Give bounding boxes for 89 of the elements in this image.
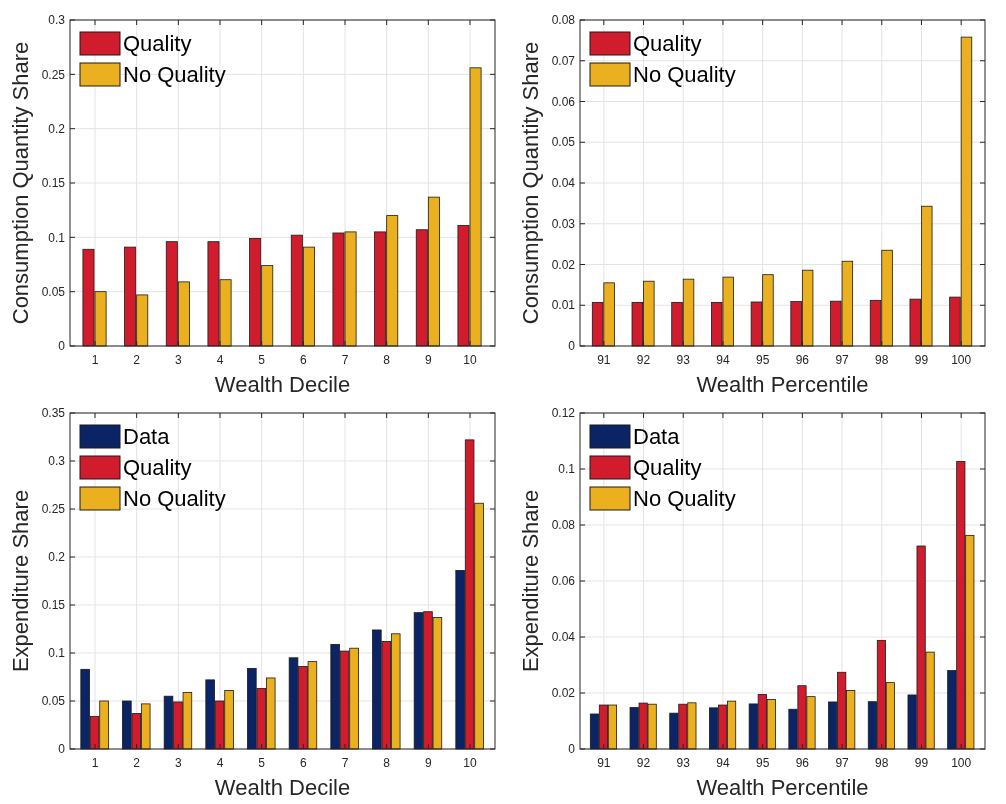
x-tick-label: 96 [795,353,810,367]
y-axis-title: Consumption Quantity Share [518,41,543,325]
legend-label: Data [633,424,681,449]
x-tick-label: 2 [133,353,141,367]
y-tick-label: 0.05 [41,284,66,299]
x-tick-label: 8 [383,756,391,770]
y-axis-title: Consumption Quantity Share [8,41,33,325]
y-tick-label: 0 [568,339,576,354]
x-tick-label: 10 [463,353,477,367]
legend-label: No Quality [633,486,736,511]
x-tick-label: 96 [795,756,810,770]
x-tick-label: 99 [914,353,929,367]
x-tick-label: 8 [383,353,391,367]
x-tick-label: 92 [636,756,651,770]
y-tick-label: 0.04 [551,630,576,645]
legend-label: Quality [123,31,192,56]
y-tick-label: 0.3 [48,454,66,469]
legend-label: Data [123,424,171,449]
x-tick-label: 91 [597,756,611,770]
y-tick-label: 0.25 [41,67,66,82]
x-tick-label: 93 [676,353,691,367]
y-tick-label: 0.03 [551,216,576,231]
x-axis-title: Wealth Percentile [696,372,869,397]
x-tick-label: 98 [875,756,889,770]
x-tick-label: 6 [299,353,307,367]
y-tick-label: 0.12 [551,406,576,421]
y-tick-label: 0.02 [551,257,576,272]
x-tick-label: 100 [951,353,972,367]
x-tick-label: 5 [258,756,266,770]
legend-label: Quality [123,455,192,480]
x-tick-label: 98 [875,353,889,367]
x-tick-label: 99 [914,756,929,770]
legend-label: Quality [633,455,702,480]
x-axis-title: Wealth Decile [214,372,351,397]
x-axis-title: Wealth Decile [214,775,351,800]
y-tick-label: 0.1 [48,230,66,245]
x-tick-label: 10 [463,756,477,770]
x-tick-label: 95 [755,756,770,770]
x-tick-label: 94 [716,353,730,367]
y-tick-label: 0.2 [48,550,66,565]
x-tick-label: 7 [341,353,349,367]
y-tick-label: 0 [568,742,576,757]
x-tick-label: 3 [174,353,182,367]
x-tick-label: 97 [835,353,850,367]
x-tick-label: 1 [91,756,99,770]
y-tick-label: 0.05 [41,694,66,709]
x-axis-title: Wealth Percentile [696,775,869,800]
x-tick-label: 7 [341,756,349,770]
y-tick-label: 0.06 [551,94,576,109]
y-tick-label: 0.1 [558,462,576,477]
y-tick-label: 0.01 [551,298,576,313]
y-tick-label: 0.15 [41,176,66,191]
y-tick-label: 0.06 [551,574,576,589]
x-tick-label: 95 [755,353,770,367]
x-tick-label: 2 [133,756,141,770]
legend-label: Quality [633,31,702,56]
x-tick-label: 97 [835,756,850,770]
y-tick-label: 0.08 [551,518,576,533]
legend-label: No Quality [633,62,736,87]
y-tick-label: 0.02 [551,686,576,701]
x-tick-label: 6 [299,756,307,770]
x-tick-label: 9 [424,353,432,367]
y-tick-label: 0.3 [48,13,66,28]
y-tick-label: 0.2 [48,121,66,136]
y-tick-label: 0.04 [551,176,576,191]
y-axis-title: Expenditure Share [8,489,33,673]
y-tick-label: 0.07 [551,53,576,68]
y-tick-label: 0.05 [551,135,576,150]
y-tick-label: 0.08 [551,13,576,28]
x-tick-label: 5 [258,353,266,367]
legend-label: No Quality [123,486,226,511]
y-tick-label: 0 [58,339,66,354]
x-tick-label: 92 [636,353,651,367]
legend-label: No Quality [123,62,226,87]
x-tick-label: 4 [216,756,224,770]
y-tick-label: 0.1 [48,646,66,661]
y-tick-label: 0 [58,742,66,757]
x-tick-label: 1 [91,353,99,367]
x-tick-label: 3 [174,756,182,770]
x-tick-label: 94 [716,756,730,770]
y-tick-label: 0.25 [41,502,66,517]
y-tick-label: 0.15 [41,598,66,613]
y-axis-title: Expenditure Share [518,489,543,673]
x-tick-label: 9 [424,756,432,770]
y-tick-label: 0.35 [41,406,66,421]
x-tick-label: 100 [951,756,972,770]
x-tick-label: 91 [597,353,611,367]
x-tick-label: 4 [216,353,224,367]
x-tick-label: 93 [676,756,691,770]
